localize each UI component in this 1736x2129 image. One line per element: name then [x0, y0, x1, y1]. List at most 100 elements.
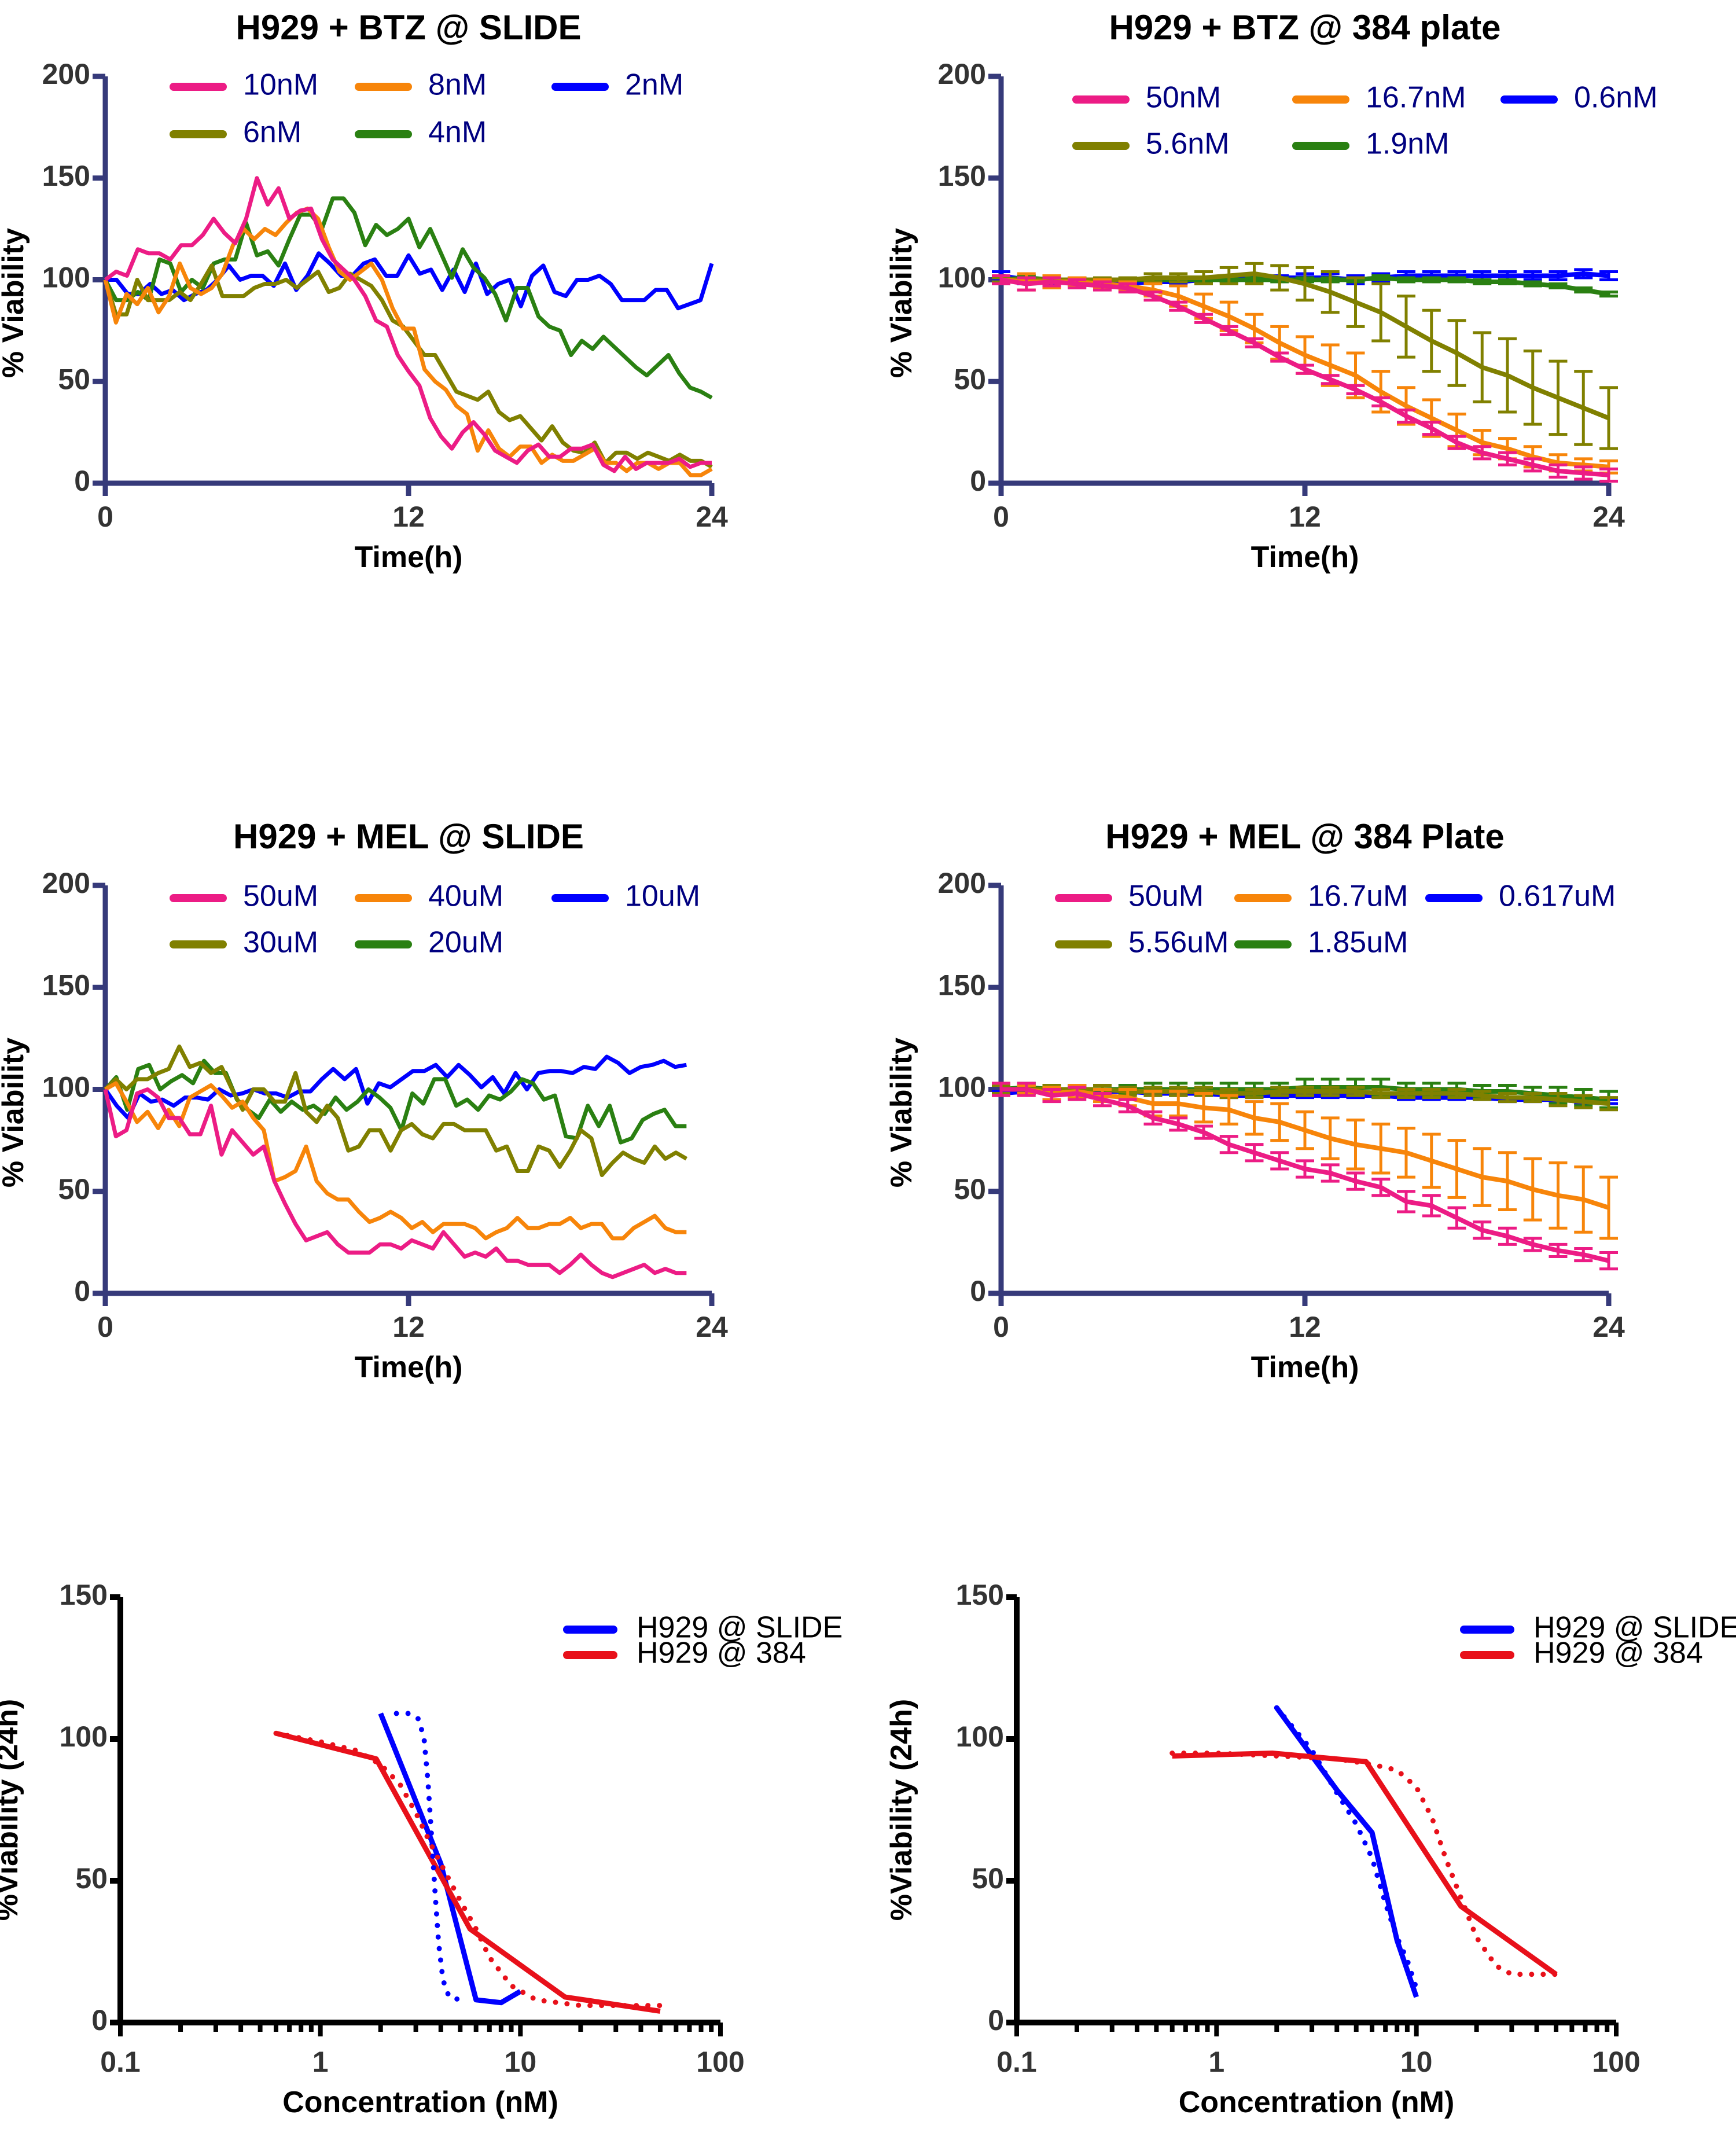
- legend-label: H929 @ 384: [1533, 1637, 1703, 1670]
- series-line: [1172, 1751, 1558, 1977]
- series-30uM: [104, 1044, 688, 1178]
- series-H929-@-SLIDE-fit: [1274, 1705, 1419, 1991]
- fit-curve: [1169, 1751, 1559, 1977]
- chart-mel-384: H929 + MEL @ 384 Plate 0 50 100 150 200 0 12 24 T…: [885, 817, 1625, 1384]
- panel-btz-dose: 0 50 100 150 0.1 1 10 100 Concentration (nM) %Via…: [0, 1562, 868, 2126]
- y-tick-label: 150: [42, 160, 90, 192]
- series-40uM: [104, 1081, 687, 1241]
- y-axis-label: % Viability: [885, 228, 918, 378]
- legend-label: H929 @ 384: [637, 1637, 806, 1670]
- y-tick-label: 150: [60, 1579, 108, 1611]
- series-line: [103, 196, 713, 400]
- series-6nM: [103, 263, 713, 469]
- x-axis-label: Time(h): [1251, 1351, 1359, 1384]
- legend-label: 50uM: [243, 880, 318, 913]
- y-axis-label: % Viability: [0, 228, 30, 378]
- y-axis-label: % Viability: [885, 1038, 918, 1187]
- y-tick-label: 100: [938, 1071, 986, 1104]
- y-tick-label: 50: [954, 1173, 986, 1205]
- chart-btz-slide: H929 + BTZ @ SLIDE 0 50 100 150 200 0 12 24 Time(…: [0, 8, 728, 574]
- y-tick-label: 200: [938, 58, 986, 90]
- x-tick-label: 0: [993, 1311, 1009, 1343]
- series-line: [104, 1044, 688, 1178]
- series-line: [104, 1081, 687, 1241]
- x-axis-label: Concentration (nM): [1179, 2086, 1455, 2119]
- y-tick-label: 200: [938, 867, 986, 899]
- series-8nM: [103, 206, 713, 477]
- series-H929-@-SLIDE: [378, 1712, 522, 2006]
- legend-label: H929 @ SLIDE: [637, 1611, 843, 1645]
- x-tick-label: 100: [1592, 2046, 1640, 2078]
- y-tick-label: 0: [91, 2004, 108, 2036]
- y-tick-label: 100: [956, 1720, 1004, 1753]
- y-tick-label: 0: [74, 465, 90, 497]
- y-tick-label: 50: [75, 1862, 108, 1895]
- series-line: [103, 206, 713, 477]
- y-tick-label: 200: [42, 58, 90, 90]
- series-line: [1001, 1087, 1609, 1263]
- chart-title: H929 + BTZ @ 384 plate: [1109, 8, 1500, 47]
- x-tick-label: 10: [505, 2046, 537, 2078]
- x-tick-label: 10: [1400, 2046, 1433, 2078]
- legend-label: 20uM: [428, 926, 503, 959]
- chart-btz-384: H929 + BTZ @ 384 plate 0 50 100 150 200 0 12 24 T…: [885, 8, 1658, 574]
- legend-label: 8nM: [428, 68, 487, 102]
- x-tick-label: 0.1: [100, 2046, 141, 2078]
- y-tick-label: 150: [938, 160, 986, 192]
- legend-label: 40uM: [428, 880, 503, 913]
- legend-label: 1.85uM: [1308, 926, 1408, 959]
- x-axis-label: Time(h): [1251, 540, 1359, 574]
- panel-mel-dose: 0 50 100 150 0.1 1 10 100 Concentration (nM) %Via…: [868, 1562, 1736, 2126]
- legend-label: 5.56uM: [1128, 926, 1229, 959]
- x-axis-label: Concentration (nM): [282, 2086, 558, 2119]
- legend-label: 16.7nM: [1366, 81, 1466, 115]
- legend-label: H929 @ SLIDE: [1533, 1611, 1736, 1645]
- chart-mel-dose: 0 50 100 150 0.1 1 10 100 Concentration (nM) %Via…: [885, 1579, 1736, 2119]
- legend-label: 1.9nM: [1366, 127, 1450, 161]
- y-tick-label: 50: [58, 1173, 90, 1205]
- series-line: [103, 263, 713, 469]
- series-50uM: [992, 1082, 1618, 1271]
- x-axis-label: Time(h): [355, 540, 463, 574]
- legend-label: 30uM: [243, 926, 318, 959]
- x-tick-label: 1: [312, 2046, 329, 2078]
- x-tick-label: 0: [993, 501, 1009, 533]
- chart-btz-dose: 0 50 100 150 0.1 1 10 100 Concentration (nM) %Via…: [0, 1579, 843, 2119]
- y-tick-label: 50: [972, 1862, 1004, 1895]
- series-H929-@-384-fit: [1169, 1751, 1559, 1977]
- series-line: [104, 176, 712, 473]
- series-20uM: [104, 1058, 687, 1145]
- y-axis-label: %Viability (24h): [0, 1699, 24, 1921]
- y-tick-label: 150: [956, 1579, 1004, 1611]
- y-axis-label: %Viability (24h): [885, 1699, 918, 1921]
- series-H929-@-SLIDE: [1274, 1706, 1419, 1998]
- chart-title: H929 + MEL @ SLIDE: [233, 817, 584, 856]
- series-line: [103, 1087, 687, 1279]
- y-tick-label: 150: [42, 969, 90, 1001]
- y-tick-label: 0: [988, 2004, 1004, 2036]
- x-tick-label: 100: [696, 2046, 744, 2078]
- panel-mel-slide: H929 + MEL @ SLIDE 0 50 100 150 200 0 12 24 Time(…: [0, 799, 868, 1435]
- y-tick-label: 50: [954, 363, 986, 395]
- y-tick-label: 0: [970, 1275, 986, 1307]
- series-H929-@-384: [275, 1730, 661, 2014]
- x-axis-label: Time(h): [355, 1351, 463, 1384]
- x-tick-label: 24: [1592, 501, 1625, 533]
- x-tick-label: 12: [1289, 1311, 1321, 1343]
- chart-title: H929 + BTZ @ SLIDE: [236, 8, 582, 47]
- x-tick-label: 12: [392, 1311, 425, 1343]
- y-tick-label: 100: [938, 262, 986, 294]
- series-line: [104, 1054, 687, 1120]
- y-tick-label: 50: [58, 363, 90, 395]
- panel-btz-slide: H929 + BTZ @ SLIDE 0 50 100 150 200 0 12 24 Time(…: [0, 0, 868, 694]
- series-10nM: [104, 176, 712, 473]
- series-10uM: [104, 1054, 687, 1120]
- y-tick-label: 100: [42, 262, 90, 294]
- legend-label: 0.617uM: [1499, 880, 1616, 913]
- y-axis-label: % Viability: [0, 1038, 30, 1187]
- legend-label: 50nM: [1146, 81, 1221, 115]
- x-tick-label: 0: [97, 1311, 113, 1343]
- legend-label: 4nM: [428, 116, 487, 149]
- legend-label: 6nM: [243, 116, 301, 149]
- x-tick-label: 24: [1592, 1311, 1625, 1343]
